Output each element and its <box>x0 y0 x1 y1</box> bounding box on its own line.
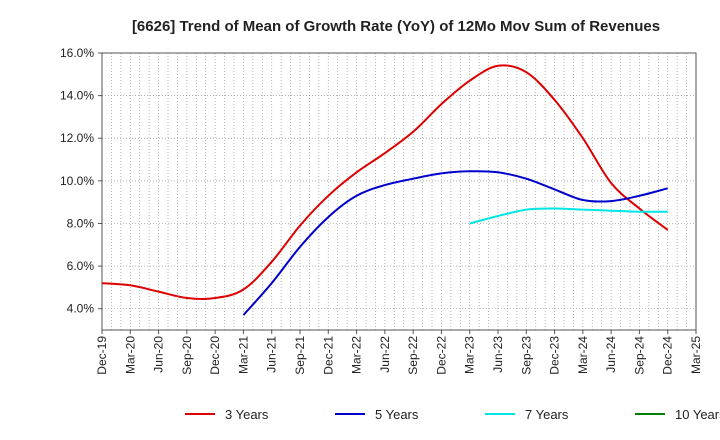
legend-label-5-years: 5 Years <box>375 407 419 422</box>
legend-label-7-years: 7 Years <box>525 407 569 422</box>
series-line-3-years <box>101 64 669 300</box>
legend-label-10-years: 10 Years <box>675 407 720 422</box>
y-tick-label: 12.0% <box>60 131 94 145</box>
x-tick-label: Mar-25 <box>689 336 703 374</box>
x-tick-label: Sep-24 <box>632 336 646 375</box>
x-tick-label: Mar-22 <box>350 336 364 374</box>
legend: 3 Years 5 Years 7 Years 10 Years <box>185 407 720 422</box>
x-tick-label: Sep-23 <box>519 336 533 375</box>
x-tick-label: Mar-20 <box>123 336 137 374</box>
y-tick-label: 6.0% <box>67 259 95 273</box>
y-tick-label: 8.0% <box>67 216 95 230</box>
x-tick-label: Dec-21 <box>321 336 335 375</box>
x-tick-label: Jun-21 <box>265 336 279 373</box>
grid-lines <box>102 52 696 330</box>
x-tick-label: Jun-24 <box>604 336 618 373</box>
x-tick-label: Jun-23 <box>491 336 505 373</box>
series-line-7-years <box>469 207 668 225</box>
series-line-5-years <box>242 170 668 316</box>
x-tick-label: Mar-21 <box>236 336 250 374</box>
x-tick-label: Mar-24 <box>576 336 590 374</box>
x-tick-label: Jun-20 <box>152 336 166 373</box>
x-tick-label: Dec-24 <box>661 336 675 375</box>
chart-title: [6626] Trend of Mean of Growth Rate (YoY… <box>132 18 660 35</box>
y-tick-label: 4.0% <box>67 302 95 316</box>
x-tick-label: Dec-19 <box>95 336 109 375</box>
y-tick-label: 10.0% <box>60 174 94 188</box>
plot-area <box>101 52 697 331</box>
x-tick-label: Dec-22 <box>434 336 448 375</box>
x-tick-label: Mar-23 <box>463 336 477 374</box>
x-tick-label: Dec-23 <box>548 336 562 375</box>
legend-label-3-years: 3 Years <box>225 407 269 422</box>
series-group <box>101 64 669 316</box>
x-axis: Dec-19 Mar-20 Jun-20 Sep-20 Dec-20 Mar-21 Jun-… <box>95 330 703 375</box>
y-axis: 4.0% 6.0% 8.0% 10.0% 12.0% 14.0% 16.0% <box>60 46 102 316</box>
x-tick-label: Sep-22 <box>406 336 420 375</box>
x-tick-label: Dec-20 <box>208 336 222 375</box>
x-tick-label: Jun-22 <box>378 336 392 373</box>
y-tick-label: 14.0% <box>60 89 94 103</box>
x-tick-label: Sep-21 <box>293 336 307 375</box>
x-tick-label: Sep-20 <box>180 336 194 375</box>
y-tick-label: 16.0% <box>60 46 94 60</box>
